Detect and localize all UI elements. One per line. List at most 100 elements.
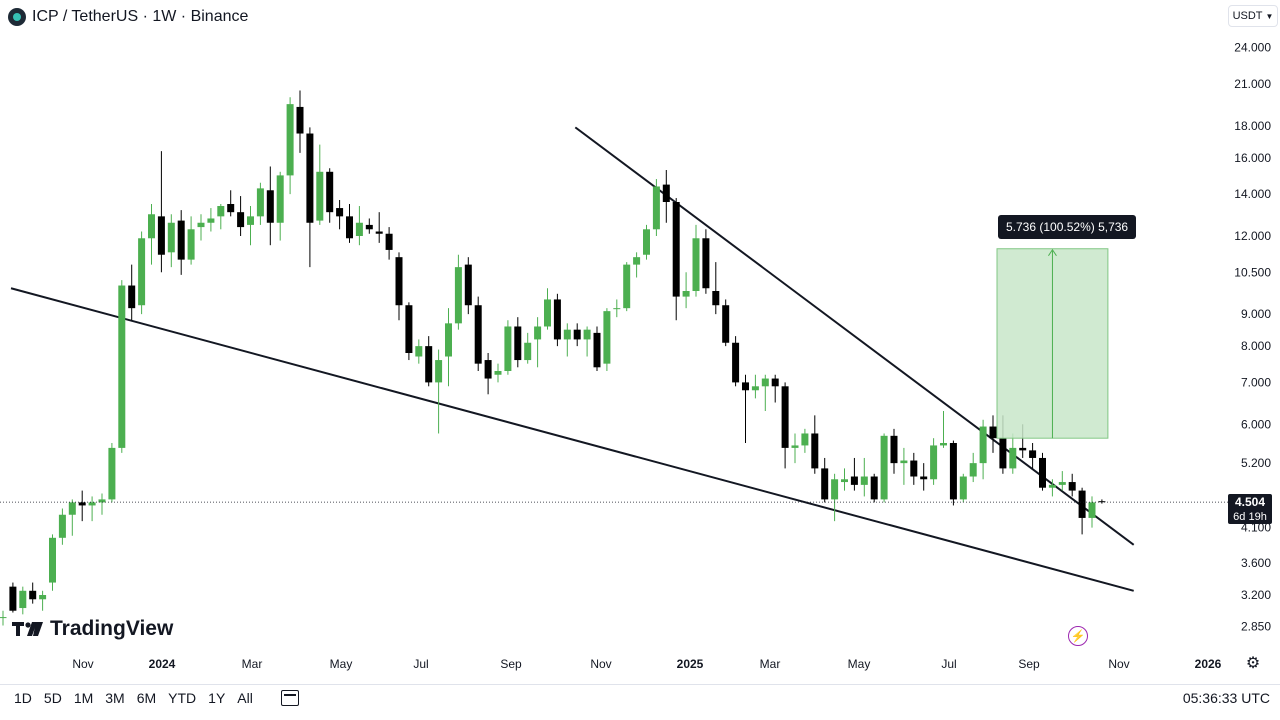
tf-ytd[interactable]: YTD [168,690,197,706]
x-tick-label: Nov [72,657,93,671]
bottom-toolbar [0,684,1280,713]
x-tick-label: Jul [413,657,428,671]
y-tick-label: 2.850 [1241,619,1271,633]
candle-body [256,188,264,217]
x-tick-label: Mar [242,657,263,671]
x-tick-label: Sep [1018,657,1040,671]
candle-body [920,476,928,480]
candle-body [49,537,56,583]
utc-clock[interactable]: 05:36:33 UTC [1183,688,1270,708]
timeframe-bar: 1D 5D 1M 3M 6M YTD 1Y All [14,688,299,708]
tradingview-logo-icon [12,622,43,636]
y-tick-label: 8.000 [1241,339,1271,353]
y-tick-label: 3.200 [1241,588,1271,602]
price-chart[interactable]: Nov 2024 Mar May Jul Sep Nov 2025 Mar May Jul Sep No… [0,0,1280,684]
last-price-value: 4.504 [1234,495,1266,509]
candle-body [435,360,443,383]
candle-body [276,175,284,223]
candle-body [880,435,888,500]
measure-range [996,248,1109,439]
chart-title: ICP / TetherUS · 1W · Binance [32,8,249,25]
candle-body [959,476,967,500]
candle-body [266,190,274,223]
candle-body [732,342,740,383]
candle-body [1039,457,1046,488]
currency-selector[interactable]: USDT ▼ [1228,5,1278,27]
candle-body [346,216,353,239]
tf-6m[interactable]: 6M [136,690,157,706]
candle-body [534,326,542,340]
candle-body [454,267,462,324]
candle-body [494,370,502,375]
candle-body [19,590,27,609]
gear-icon[interactable]: ⚙ [1245,655,1261,672]
candle-body [563,329,571,340]
candle-body [949,443,957,500]
candle-body [672,202,680,297]
candle-body [445,323,452,357]
measure-text: 5.736 (100.52%) 5,736 [1006,220,1129,234]
candle-body [355,222,363,236]
candle-body [385,233,393,250]
tf-3m[interactable]: 3M [105,690,125,706]
candle-body [1098,501,1106,503]
candle-body [821,468,829,500]
candle-body [207,218,215,223]
x-tick-label: Nov [590,657,611,671]
candle-body [88,502,96,506]
candle-body [910,460,918,477]
x-tick-label: 2026 [1195,657,1222,671]
trendline[interactable] [10,287,1134,592]
tf-all[interactable]: All [237,690,253,706]
chart-header: ICP / TetherUS · 1W · Binance [8,6,248,28]
candle-body [464,264,472,306]
candle-body [643,229,650,255]
measure-label: 5.736 (100.52%) 5,736 [998,215,1137,239]
candle-body [68,502,76,515]
candle-body [227,204,235,213]
tf-1d[interactable]: 1D [14,690,32,706]
tradingview-logo[interactable]: TradingView [12,617,173,641]
candle-body [237,212,245,228]
candle-body [751,386,759,391]
candle-body [742,382,749,391]
y-tick-label: 24.000 [1234,41,1271,55]
y-tick-label: 16.000 [1234,151,1271,165]
candle-body [306,133,314,223]
x-tick-label: Sep [500,657,522,671]
candle-body [652,186,660,230]
candle-body [177,220,185,260]
icp-coin-icon [8,8,26,26]
candle-body [860,476,868,485]
candle-body [623,264,631,309]
candle-body [831,479,839,500]
candle-body [603,311,611,364]
calendar-range-icon[interactable] [280,690,299,706]
tf-1y[interactable]: 1Y [208,690,226,706]
candle-body [1088,502,1096,518]
candle-body [98,499,106,503]
tf-1m[interactable]: 1M [73,690,94,706]
y-tick-label: 18.000 [1234,119,1271,133]
candle-body [484,360,492,379]
candle-body [0,617,7,619]
candle-body [593,332,601,368]
trendlines [10,126,1135,592]
candle-body [841,479,848,483]
y-tick-label: 6.000 [1241,417,1271,431]
tf-5d[interactable]: 5D [43,690,62,706]
candle-body [157,216,165,255]
candle-body [365,224,373,230]
x-tick-label: 2024 [149,657,176,671]
clock-text: 05:36:33 UTC [1182,690,1270,706]
x-tick-label: Mar [760,657,781,671]
candle-body [791,445,799,448]
candle-body [395,257,403,306]
x-tick-label: 2025 [677,657,704,671]
lightning-icon[interactable]: ⚡ [1068,626,1088,646]
candle-body [78,502,86,506]
candle-body [702,238,710,289]
candle-body [128,285,136,309]
candle-body [524,342,532,361]
candle-body [9,586,17,611]
